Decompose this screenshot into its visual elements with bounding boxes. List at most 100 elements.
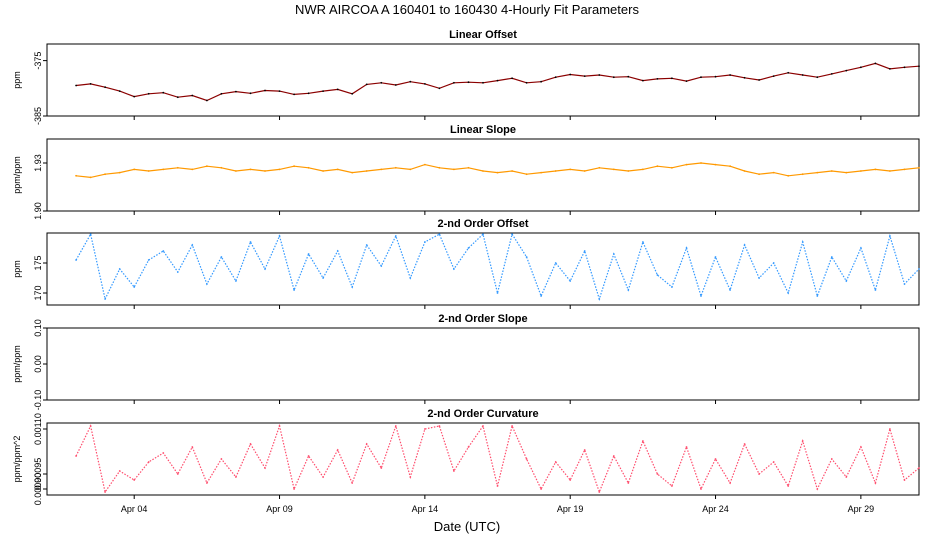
data-point [801,440,804,442]
data-point [322,277,324,279]
x-tick-label: Apr 04 [121,504,148,514]
data-point [351,171,354,174]
data-point [889,68,891,70]
y-tick-label: 175 [33,255,43,270]
data-point [903,479,906,481]
data-point [903,66,906,69]
data-point [162,91,165,94]
data-point [467,81,470,84]
y-axis-label: ppm/ppm [12,345,22,383]
data-point [75,455,77,457]
data-point [714,256,717,258]
data-point [729,165,731,168]
panel-title: 2-nd Order Offset [437,218,528,230]
data-point [365,244,368,246]
data-point [714,458,717,460]
data-point [380,467,383,469]
data-point [380,168,383,171]
data-point [424,163,426,166]
data-point [889,428,891,430]
y-tick-label: 0.00095 [33,458,43,491]
data-point [409,476,412,478]
data-point [249,92,252,95]
data-point [816,76,819,79]
data-point [671,77,673,80]
data-point [671,166,673,169]
data-point [176,271,179,273]
y-tick-label: 0.00090 [33,473,43,506]
data-point [685,247,688,249]
data-point [176,96,179,99]
data-point [147,461,150,463]
data-point [264,89,266,92]
data-point [118,171,121,174]
data-point [874,62,877,65]
data-point [918,166,920,169]
data-point [787,485,790,487]
data-point [147,259,150,261]
data-point [220,166,223,169]
data-point [162,168,165,171]
data-point [845,171,848,174]
data-point [801,241,804,243]
y-tick-label: -385 [33,107,43,125]
series-line [75,232,920,302]
data-point [104,86,106,89]
data-point [453,81,455,84]
data-point [772,461,775,463]
data-point [860,446,862,448]
data-point [569,280,572,282]
data-point [918,467,920,469]
data-point [75,84,77,87]
data-point [642,241,644,243]
data-point [453,470,455,472]
data-point [191,446,194,448]
data-point [671,485,673,487]
data-point [758,173,760,176]
data-point [830,73,833,75]
data-point [700,162,702,164]
data-point [394,425,397,427]
data-point [656,274,659,276]
panel-title: 2-nd Order Slope [438,313,527,325]
data-point [918,268,920,270]
data-point [540,171,542,174]
data-point [903,283,906,285]
data-point [671,286,673,288]
panel-1: Linear Offset -385 -375 ppm [12,29,920,125]
data-point [191,168,194,171]
data-point [598,298,601,300]
data-point [438,166,441,169]
data-point [394,166,397,169]
y-tick-label: 0.00110 [33,413,43,445]
y-tick-label: 0.10 [33,319,43,337]
data-point [249,443,252,445]
data-point [860,66,862,69]
data-point [206,99,208,102]
data-point [75,174,77,177]
data-point [278,235,281,237]
data-point [525,173,528,176]
data-point [743,244,746,246]
data-point [307,166,310,169]
data-point [845,280,848,282]
data-point [293,93,295,96]
data-point [133,479,136,481]
data-point [496,485,499,487]
data-point [191,94,194,97]
data-point [860,170,862,172]
data-point [133,95,136,98]
y-tick-label: -0.10 [33,390,43,411]
y-axis-label: ppm/ppm^2 [12,436,22,483]
data-point [729,482,731,484]
data-point [511,233,513,236]
data-point [598,166,601,169]
data-point [453,268,455,270]
data-point [264,268,266,270]
data-point [336,88,339,91]
data-point [322,170,324,172]
data-point [525,458,528,460]
data-point [743,170,746,172]
